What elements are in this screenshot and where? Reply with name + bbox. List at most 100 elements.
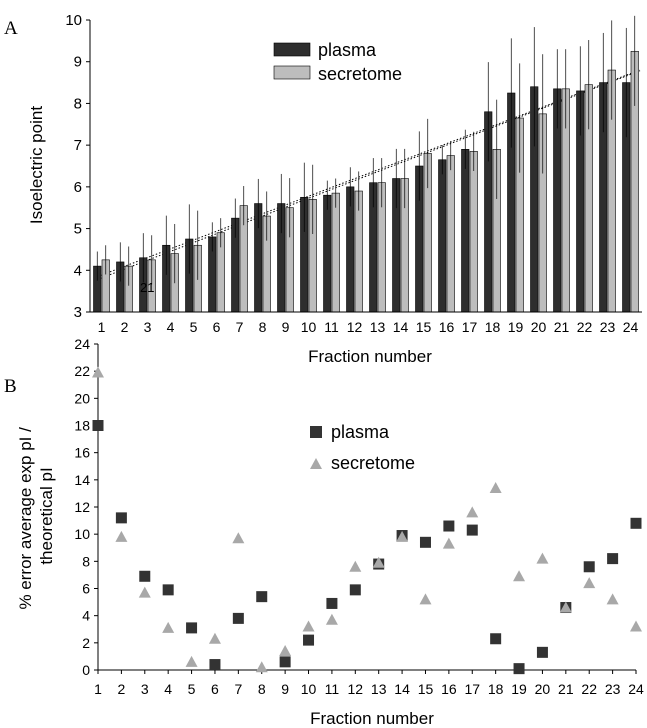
y-tick-label: 4 [74, 262, 82, 279]
y-tick-label: 12 [74, 499, 90, 515]
panel-a-letter: A [4, 18, 18, 39]
x-tick-label: 4 [167, 319, 175, 335]
point-secretome [302, 620, 315, 632]
y-tick-label: 6 [82, 581, 90, 597]
point-plasma [466, 524, 478, 536]
y-tick-label: 18 [74, 418, 90, 434]
point-secretome [606, 593, 619, 605]
panel-b-y-axis-title: % error average exp pI / theoretical pI [16, 422, 56, 609]
x-tick-label: 7 [234, 681, 242, 697]
x-tick-label: 9 [281, 681, 289, 697]
point-secretome [115, 530, 128, 542]
point-plasma [443, 520, 455, 532]
panel-a-trendlines [96, 69, 641, 281]
x-tick-label: 15 [416, 319, 432, 335]
point-secretome [349, 560, 362, 572]
x-tick-label: 20 [535, 681, 551, 697]
panel-a-annotation: 21 [140, 280, 154, 295]
x-tick-label: 5 [188, 681, 196, 697]
point-secretome [513, 570, 526, 582]
x-tick-label: 19 [511, 681, 527, 697]
panel-a-bar-chart: A Isoelectric point Fraction number 3456… [4, 12, 642, 366]
x-tick-label: 3 [144, 319, 152, 335]
point-secretome [92, 366, 104, 378]
x-tick-label: 11 [324, 319, 339, 335]
bar-secretome [331, 192, 340, 313]
bar-plasma [438, 159, 447, 313]
panel-b-x-axis-title: Fraction number [310, 709, 434, 728]
x-tick-label: 16 [441, 681, 457, 697]
trendline-plasma [96, 69, 641, 278]
y-tick-label: 20 [74, 390, 90, 406]
panel-a-x-axis-title: Fraction number [308, 347, 432, 366]
y-tick-label: 10 [74, 526, 90, 542]
y-tick-label: 3 [74, 304, 82, 321]
x-tick-label: 13 [371, 681, 387, 697]
y-tick-label: 0 [82, 662, 90, 678]
point-plasma [349, 584, 361, 596]
x-tick-label: 16 [439, 319, 455, 335]
point-secretome [372, 556, 385, 568]
panel-b-y-title-line1: % error average exp pI / [16, 427, 35, 610]
point-plasma [513, 663, 525, 675]
point-plasma [630, 517, 642, 529]
x-tick-label: 12 [347, 319, 363, 335]
x-tick-label: 23 [605, 681, 621, 697]
point-plasma [92, 420, 104, 431]
point-plasma [256, 591, 268, 603]
y-tick-label: 8 [82, 553, 90, 569]
y-tick-label: 24 [74, 336, 90, 352]
trendline-secretome [96, 70, 641, 281]
panel-a-y-axis-title: Isoelectric point [27, 106, 46, 224]
x-tick-label: 14 [394, 681, 410, 697]
panel-a-y-ticks: 3 4 5 6 7 8 9 10 [65, 12, 90, 321]
x-tick-label: 14 [393, 319, 409, 335]
point-plasma [326, 597, 338, 609]
bar-plasma [323, 194, 332, 313]
x-tick-label: 4 [164, 681, 172, 697]
x-tick-label: 17 [462, 319, 478, 335]
point-secretome [442, 537, 455, 549]
x-tick-label: 22 [581, 681, 597, 697]
point-plasma [162, 584, 174, 596]
y-tick-label: 16 [74, 445, 90, 461]
panel-a-x-ticks: 1 2 3 4 5 6 7 8 9 10 11 12 13 14 15 16 17 18 19 20 21 22 23 24 [98, 319, 639, 335]
x-tick-label: 10 [301, 681, 317, 697]
point-plasma [536, 646, 548, 658]
panel-b-legend: plasma secretome [310, 422, 415, 473]
point-secretome [232, 532, 245, 544]
point-secretome [138, 586, 151, 598]
x-tick-label: 17 [464, 681, 480, 697]
legend-marker-plasma [310, 426, 322, 438]
legend-swatch-plasma [273, 42, 311, 57]
point-plasma [139, 570, 151, 582]
x-tick-label: 5 [190, 319, 198, 335]
panel-b-x-ticks: 1 2 3 4 5 6 7 8 9 10 11 12 13 14 15 16 17 18 19 20 21 22 23 24 [94, 670, 644, 697]
point-secretome [489, 481, 502, 493]
y-tick-label: 14 [74, 472, 90, 488]
y-tick-label: 10 [65, 12, 82, 29]
legend-marker-secretome [310, 458, 322, 469]
x-tick-label: 24 [623, 319, 639, 335]
legend-label-plasma: plasma [318, 40, 377, 60]
bar-plasma [461, 149, 470, 313]
x-tick-label: 18 [485, 319, 501, 335]
legend-label-secretome-b: secretome [331, 453, 415, 473]
x-tick-label: 2 [117, 681, 125, 697]
y-tick-label: 6 [74, 179, 82, 196]
point-plasma [607, 553, 619, 565]
point-secretome [396, 530, 409, 542]
x-tick-label: 8 [259, 319, 267, 335]
y-tick-label: 7 [74, 137, 82, 154]
x-tick-label: 2 [121, 319, 129, 335]
point-plasma [279, 656, 291, 668]
panel-b-letter: B [4, 376, 17, 397]
x-tick-label: 24 [628, 681, 644, 697]
point-secretome [419, 593, 432, 605]
point-secretome [583, 577, 596, 589]
y-tick-label: 2 [82, 635, 90, 651]
x-tick-label: 18 [488, 681, 504, 697]
x-tick-label: 13 [370, 319, 386, 335]
x-tick-label: 22 [577, 319, 593, 335]
x-tick-label: 6 [211, 681, 219, 697]
